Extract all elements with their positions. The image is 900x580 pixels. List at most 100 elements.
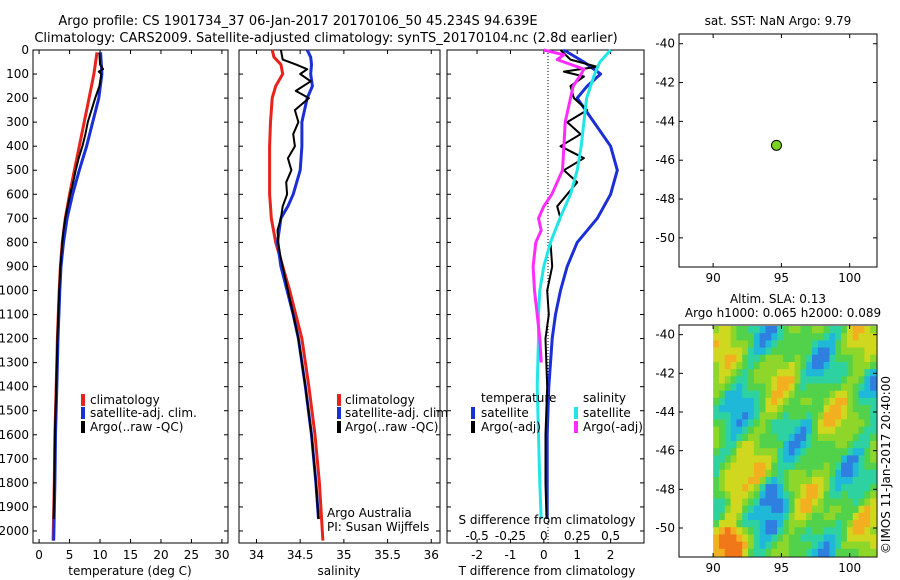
heatmap-cell — [759, 347, 767, 356]
heatmap-cell — [841, 347, 848, 356]
series-line-climatology — [268, 49, 325, 541]
heatmap-cell — [858, 491, 865, 500]
heatmap-cell — [829, 455, 836, 464]
heatmap-cell — [817, 476, 825, 485]
heatmap-cell — [817, 462, 825, 471]
heatmap-cell — [823, 527, 831, 536]
heatmap-cell — [788, 397, 796, 406]
sla-map-panel: Altim. SLA: 0.13 Argo h1000: 0.065 h2000… — [655, 292, 881, 575]
heatmap-cell — [718, 376, 726, 385]
heatmap-cell — [713, 520, 720, 528]
heatmap-cell — [864, 441, 871, 449]
depth-tick-label: 800 — [6, 235, 29, 249]
heatmap-cell — [858, 548, 865, 557]
heatmap-cell — [771, 412, 778, 421]
heatmap-cell — [782, 520, 790, 528]
heatmap-cell — [823, 405, 831, 413]
heatmap-cell — [812, 326, 819, 334]
heatmap-cell — [800, 361, 807, 370]
heatmap-cell — [730, 383, 738, 392]
heatmap-cell — [730, 534, 738, 543]
heatmap-cell — [765, 361, 772, 370]
lon-tick-label: 95 — [774, 271, 789, 285]
heatmap-cell — [829, 433, 836, 442]
heatmap-cell — [765, 376, 772, 385]
heatmap-cell — [753, 390, 761, 399]
heatmap-cell — [841, 548, 848, 557]
heatmap-cell — [765, 397, 772, 406]
heatmap-cell — [713, 548, 720, 557]
heatmap-cell — [817, 405, 825, 413]
heatmap-cell — [817, 505, 825, 514]
heatmap-cell — [742, 476, 749, 485]
heatmap-cell — [777, 455, 784, 464]
heatmap-cell — [724, 369, 732, 377]
heatmap-cell — [835, 383, 842, 392]
heatmap-cell — [812, 541, 819, 550]
heatmap-cell — [800, 405, 807, 413]
heatmap-cell — [724, 390, 732, 399]
heatmap-cell — [829, 354, 836, 363]
salinity-depth-ticks — [239, 49, 440, 532]
heatmap-cell — [846, 527, 854, 536]
heatmap-cell — [846, 534, 854, 543]
heatmap-cell — [846, 455, 854, 464]
heatmap-cell — [800, 419, 807, 428]
heatmap-cell — [835, 541, 842, 550]
depth-tick-label: 1100 — [0, 308, 29, 322]
heatmap-cell — [777, 333, 784, 341]
heatmap-cell — [800, 527, 807, 536]
heatmap-cell — [753, 469, 761, 478]
heatmap-cell — [759, 448, 767, 456]
heatmap-cell — [713, 333, 720, 341]
heatmap-cell — [742, 347, 749, 356]
heatmap-cell — [753, 491, 761, 500]
x-tick-label: -2 — [471, 548, 483, 562]
heatmap-cell — [794, 347, 801, 356]
heatmap-cell — [771, 383, 778, 392]
heatmap-cell — [759, 505, 767, 514]
heatmap-cell — [753, 326, 761, 334]
heatmap-cell — [794, 498, 801, 507]
heatmap-cell — [823, 491, 831, 500]
heatmap-cell — [742, 369, 749, 377]
heatmap-cell — [812, 419, 819, 428]
heatmap-cell — [753, 340, 761, 349]
credit-line1: Argo Australia — [327, 506, 412, 520]
sla-heatmap — [713, 326, 877, 557]
sst-map-title: sat. SST: NaN Argo: 9.79 — [705, 14, 852, 28]
heatmap-cell — [782, 548, 790, 557]
heatmap-cell — [730, 498, 738, 507]
heatmap-cell — [724, 484, 732, 492]
heatmap-cell — [858, 527, 865, 536]
heatmap-cell — [782, 462, 790, 471]
heatmap-cell — [759, 433, 767, 442]
heatmap-cell — [870, 476, 877, 485]
heatmap-cell — [817, 333, 825, 341]
lat-tick-label: -44 — [655, 114, 675, 128]
heatmap-cell — [823, 476, 831, 485]
heatmap-cell — [864, 347, 871, 356]
heatmap-cell — [841, 326, 848, 334]
heatmap-cell — [724, 405, 732, 413]
heatmap-cell — [748, 419, 755, 428]
temperature-legend: climatology satellite-adj. clim. Argo(..… — [81, 393, 197, 434]
heatmap-cell — [870, 462, 877, 471]
heatmap-cell — [748, 448, 755, 456]
heatmap-cell — [782, 354, 790, 363]
heatmap-cell — [736, 527, 743, 536]
x-tick-label: -1 — [504, 548, 516, 562]
heatmap-cell — [759, 476, 767, 485]
top-x-tick-label: -0.25 — [495, 529, 526, 543]
heatmap-cell — [748, 491, 755, 500]
heatmap-cell — [852, 376, 860, 385]
heatmap-cell — [759, 455, 767, 464]
heatmap-cell — [730, 541, 738, 550]
heatmap-cell — [771, 548, 778, 557]
heatmap-cell — [782, 469, 790, 478]
heatmap-cell — [771, 455, 778, 464]
heatmap-cell — [829, 326, 836, 334]
heatmap-cell — [846, 347, 854, 356]
heatmap-cell — [771, 340, 778, 349]
heatmap-cell — [771, 326, 778, 334]
